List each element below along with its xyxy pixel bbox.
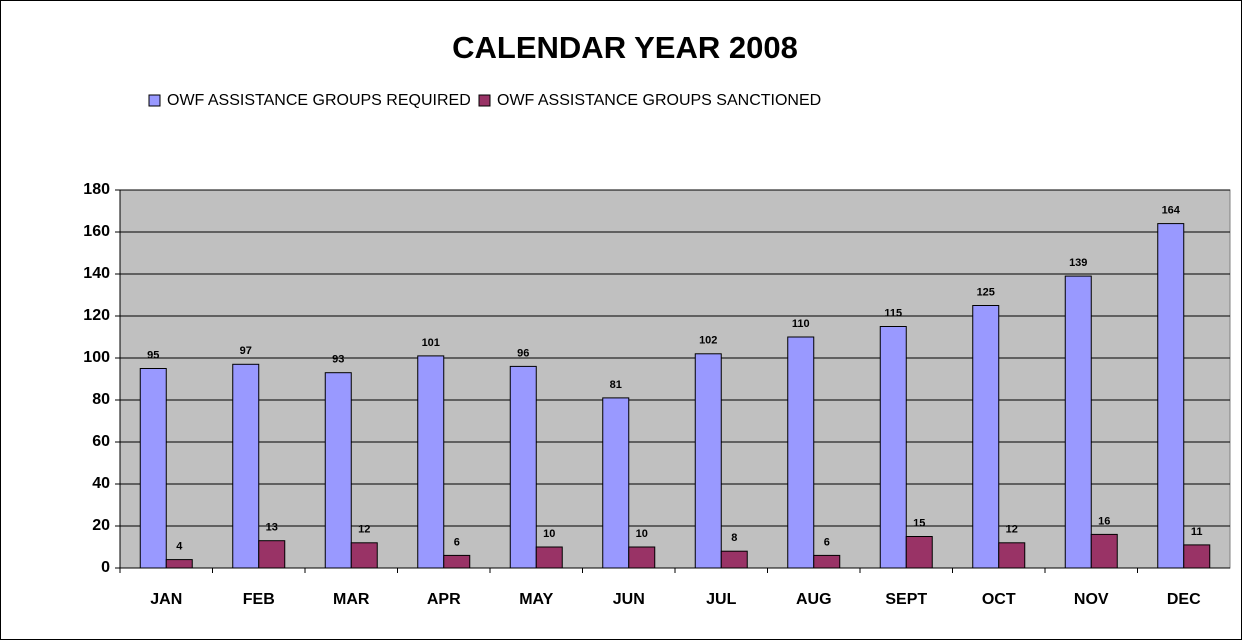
- bar: [694, 353, 722, 569]
- bar: [720, 550, 748, 569]
- bar: [417, 355, 445, 569]
- value-label: 12: [1006, 524, 1018, 536]
- value-label: 8: [731, 532, 737, 544]
- x-tick-label: JAN: [150, 591, 182, 608]
- y-tick-label: 60: [92, 433, 110, 450]
- x-tick-label: AUG: [796, 591, 832, 608]
- value-label: 10: [636, 528, 648, 540]
- x-tick-label: MAY: [519, 591, 553, 608]
- bar: [139, 368, 167, 569]
- bar: [165, 559, 193, 569]
- value-label: 13: [266, 522, 278, 534]
- bar: [998, 542, 1026, 569]
- x-tick-label: OCT: [982, 591, 1016, 608]
- bar: [350, 542, 378, 569]
- value-label: 95: [147, 349, 159, 361]
- value-label: 97: [240, 345, 252, 357]
- x-tick-label: APR: [427, 591, 461, 608]
- bar: [787, 336, 815, 569]
- chart-title: CALENDAR YEAR 2008: [452, 30, 798, 65]
- value-label: 12: [358, 524, 370, 536]
- y-tick-label: 120: [83, 307, 110, 324]
- y-tick-label: 20: [92, 517, 110, 534]
- bar: [972, 305, 1000, 569]
- value-label: 139: [1069, 257, 1087, 269]
- value-label: 6: [454, 536, 460, 548]
- bar: [905, 536, 933, 569]
- bar: [1090, 533, 1118, 569]
- value-label: 110: [792, 318, 810, 330]
- value-label: 81: [610, 379, 622, 391]
- value-label: 11: [1191, 526, 1203, 538]
- legend-label: OWF ASSISTANCE GROUPS SANCTIONED: [497, 92, 821, 109]
- value-label: 16: [1098, 515, 1110, 527]
- bar: [324, 372, 352, 569]
- y-tick-label: 160: [83, 223, 110, 240]
- value-label: 6: [824, 536, 830, 548]
- y-tick-label: 100: [83, 349, 110, 366]
- bar: [535, 546, 563, 569]
- x-tick-label: SEPT: [885, 591, 927, 608]
- bar: [509, 365, 537, 569]
- bar: [602, 397, 630, 569]
- y-tick-label: 140: [83, 265, 110, 282]
- legend-swatch: [148, 94, 161, 107]
- value-label: 101: [422, 337, 440, 349]
- bar: [628, 546, 656, 569]
- bar: [1064, 275, 1092, 569]
- value-label: 93: [332, 354, 344, 366]
- value-label: 96: [517, 347, 529, 359]
- value-label: 125: [977, 286, 995, 298]
- x-tick-label: NOV: [1074, 591, 1109, 608]
- bar: [258, 540, 286, 569]
- value-label: 102: [699, 335, 717, 347]
- value-label: 15: [913, 517, 925, 529]
- x-tick-label: DEC: [1167, 591, 1201, 608]
- value-label: 164: [1162, 205, 1181, 217]
- bar: [813, 554, 841, 569]
- x-tick-label: JUL: [706, 591, 736, 608]
- value-label: 4: [176, 541, 183, 553]
- bar: [1183, 544, 1211, 569]
- x-tick-label: MAR: [333, 591, 370, 608]
- plot-area: [119, 189, 1231, 569]
- y-tick-label: 0: [101, 559, 110, 576]
- legend-swatch: [478, 94, 491, 107]
- bar: [879, 326, 907, 569]
- bar: [232, 363, 260, 569]
- y-tick-label: 80: [92, 391, 110, 408]
- bar: [1157, 223, 1185, 569]
- y-tick-label: 40: [92, 475, 110, 492]
- bar: [443, 554, 471, 569]
- legend-label: OWF ASSISTANCE GROUPS REQUIRED: [167, 92, 471, 109]
- x-tick-label: JUN: [613, 591, 645, 608]
- value-label: 115: [884, 307, 902, 319]
- y-tick-label: 180: [83, 181, 110, 198]
- value-label: 10: [543, 528, 555, 540]
- x-tick-label: FEB: [243, 591, 275, 608]
